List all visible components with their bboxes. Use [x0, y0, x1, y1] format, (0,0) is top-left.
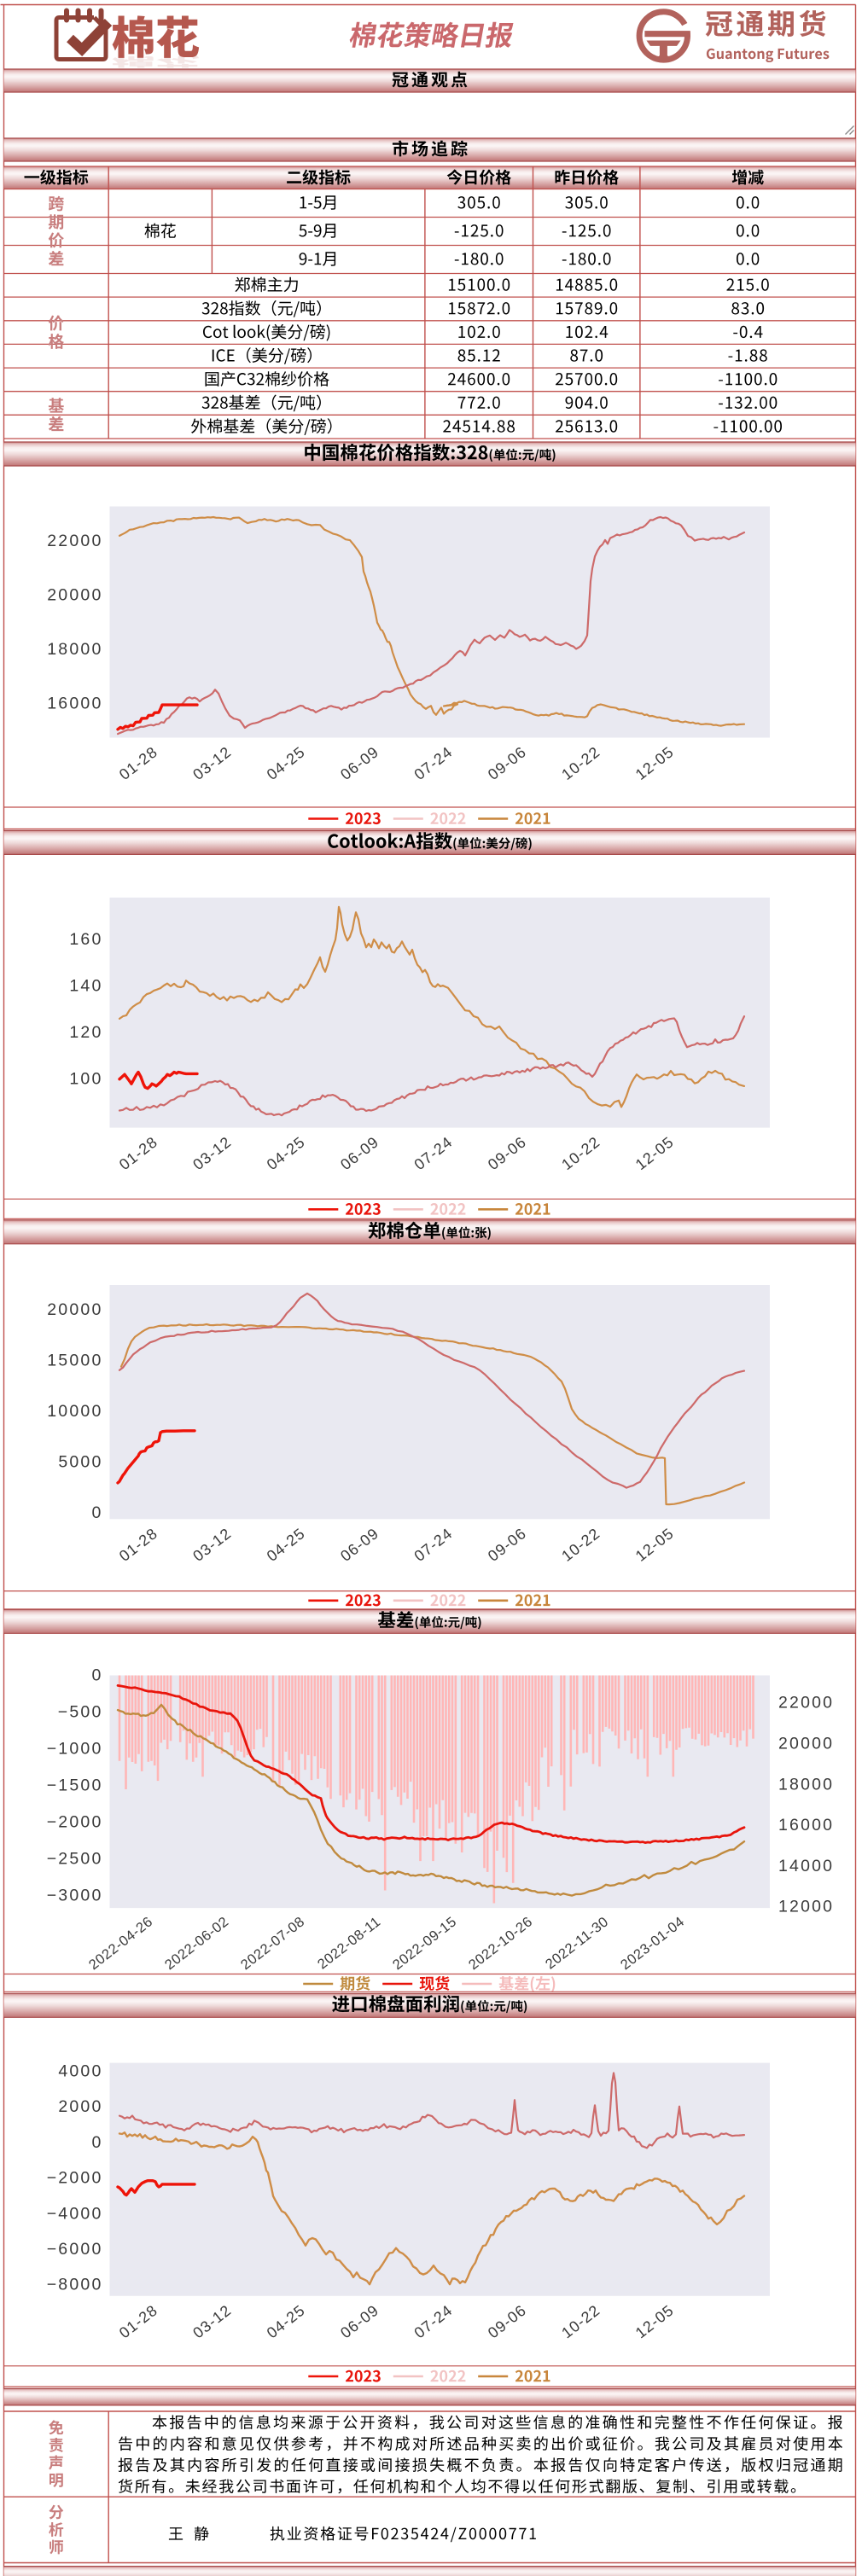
svg-text:140: 140	[69, 977, 102, 996]
svg-text:−8000: −8000	[47, 2276, 103, 2294]
svg-text:22000: 22000	[47, 532, 102, 550]
svg-text:20000: 20000	[778, 1735, 834, 1753]
svg-text:22000: 22000	[778, 1694, 834, 1712]
svg-text:−1500: −1500	[47, 1776, 103, 1795]
svg-text:120: 120	[69, 1023, 102, 1042]
svg-text:−1000: −1000	[47, 1740, 103, 1759]
svg-text:16000: 16000	[47, 695, 102, 713]
svg-text:−500: −500	[58, 1703, 103, 1722]
svg-text:18000: 18000	[778, 1775, 834, 1794]
svg-text:−3000: −3000	[47, 1887, 103, 1905]
svg-text:20000: 20000	[47, 1300, 102, 1319]
svg-text:160: 160	[69, 930, 102, 949]
svg-text:−6000: −6000	[47, 2240, 103, 2259]
svg-text:−2500: −2500	[47, 1850, 103, 1869]
svg-text:14000: 14000	[778, 1857, 834, 1875]
svg-text:2000: 2000	[58, 2097, 102, 2116]
svg-text:0: 0	[91, 2133, 102, 2152]
svg-text:10000: 10000	[47, 1402, 102, 1421]
svg-text:12000: 12000	[778, 1898, 834, 1916]
svg-text:−4000: −4000	[47, 2204, 103, 2223]
svg-text:5000: 5000	[58, 1453, 102, 1472]
svg-text:16000: 16000	[778, 1816, 834, 1835]
svg-text:100: 100	[69, 1070, 102, 1089]
svg-text:−2000: −2000	[47, 1813, 103, 1832]
svg-text:4000: 4000	[58, 2062, 102, 2081]
svg-text:0: 0	[91, 1666, 102, 1685]
svg-text:20000: 20000	[47, 586, 102, 605]
svg-text:18000: 18000	[47, 640, 102, 659]
svg-text:−2000: −2000	[47, 2169, 103, 2188]
svg-text:0: 0	[91, 1503, 102, 1522]
svg-text:15000: 15000	[47, 1352, 102, 1370]
